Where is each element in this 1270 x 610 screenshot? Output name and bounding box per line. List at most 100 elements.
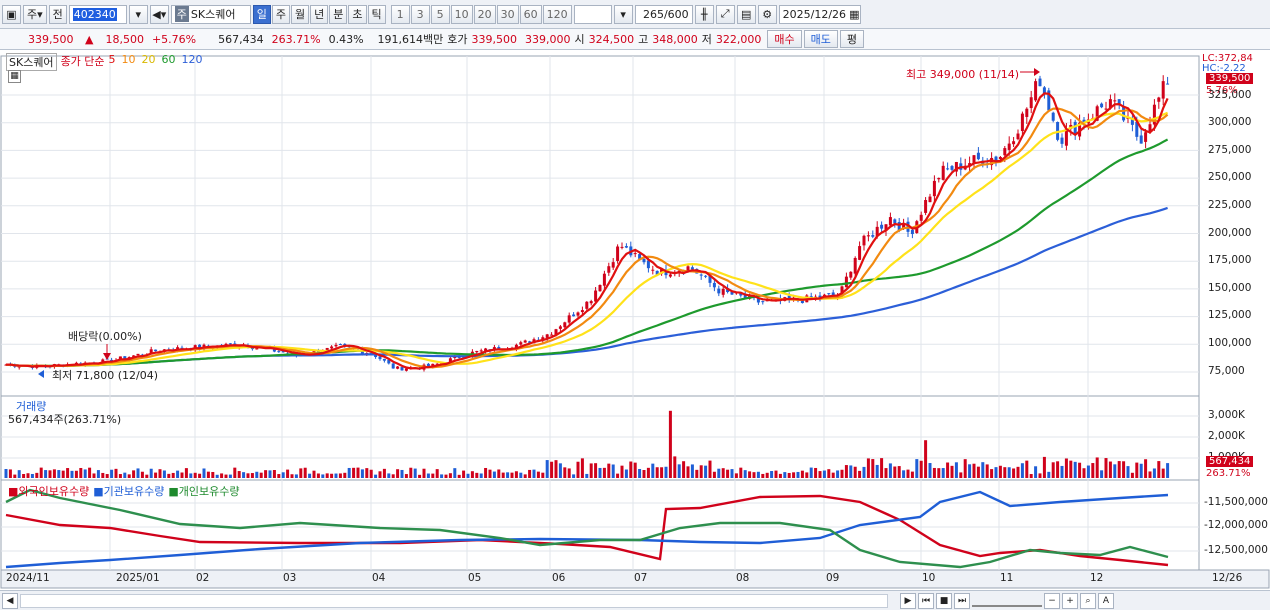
period-tab-5[interactable]: 초 (348, 4, 367, 24)
stock-name-field[interactable]: 주 SK스퀘어 (170, 4, 251, 24)
gear-icon[interactable]: ⚙ (757, 4, 777, 24)
candle-body (382, 358, 386, 361)
search-icon[interactable]: ⌕ (1080, 592, 1096, 609)
volume-bar (440, 474, 444, 478)
code-dropdown-icon[interactable]: ▾ (128, 4, 148, 24)
draw-icon[interactable]: ⤢ (715, 4, 735, 24)
volume-bar (915, 459, 919, 478)
scroll-left-icon[interactable]: ◀ (2, 592, 18, 609)
stock-code-input[interactable]: 402340 (68, 4, 127, 24)
scroll-track[interactable] (20, 593, 888, 608)
volume-bar (620, 465, 624, 478)
candle-body (950, 166, 954, 170)
candle-body (325, 347, 329, 352)
volume-value-label: 567,434주(263.71%) (8, 413, 122, 426)
candle-body (484, 348, 488, 352)
volume-bar (1056, 461, 1060, 478)
volume-bar (932, 467, 936, 478)
period-tab-2[interactable]: 월 (291, 4, 310, 24)
rewind-icon[interactable]: ⏮ (918, 592, 934, 609)
volume-bar (250, 473, 254, 478)
bid-label: 호가 (447, 33, 468, 46)
sell-button[interactable]: 매도 (803, 30, 838, 48)
candle-body (602, 273, 606, 286)
interval-1[interactable]: 1 (390, 4, 410, 24)
volume-bar (783, 472, 787, 478)
volume-bar (448, 473, 452, 478)
price-change: 18,500 (105, 32, 144, 46)
period-tab-1[interactable]: 주 (271, 4, 291, 24)
count-field[interactable]: 265/600 (634, 4, 693, 24)
buy-button[interactable]: 매수 (767, 30, 802, 48)
volume-bar (1047, 471, 1051, 478)
candle-body (198, 344, 202, 349)
volume-bar (532, 469, 536, 478)
interval-10[interactable]: 10 (450, 4, 473, 24)
prev-button[interactable]: 전 (48, 4, 67, 24)
period-tab-3[interactable]: 년 (310, 4, 329, 24)
volume-bar (1108, 461, 1112, 478)
interval-20[interactable]: 20 (473, 4, 496, 24)
interval-5[interactable]: 5 (430, 4, 450, 24)
forward-icon[interactable]: ⏭ (954, 592, 970, 609)
zoom-in-icon[interactable]: + (1062, 592, 1078, 609)
volume-bar (668, 410, 672, 478)
candle-body (937, 177, 941, 180)
candle-body (1034, 81, 1038, 101)
volume-bar (101, 472, 105, 478)
volume-bar (976, 466, 980, 478)
volume-bar (1012, 468, 1016, 478)
interval-3[interactable]: 3 (410, 4, 430, 24)
zoom-out-icon[interactable]: − (1044, 592, 1060, 609)
candle-icon[interactable]: ╫ (694, 4, 714, 24)
interval-120[interactable]: 120 (542, 4, 572, 24)
chart-area[interactable]: SK스퀘어 종가 단순 5 10 20 60 120 ▦ 최고 349,000 (11/… (0, 50, 1270, 590)
market-select[interactable]: 주 ▾ (23, 4, 47, 24)
volume-bar (453, 468, 457, 478)
volume-bar (140, 471, 144, 478)
volume-bar (541, 472, 545, 478)
volume-bar (61, 470, 65, 478)
date-tick: 02 (196, 572, 210, 584)
interval-60[interactable]: 60 (519, 4, 542, 24)
volume-bar (1091, 463, 1095, 478)
play-icon[interactable]: ▶ (900, 592, 916, 609)
ma10-line (6, 107, 1169, 369)
volume-bar (149, 468, 153, 478)
speed-slider[interactable] (972, 593, 1042, 607)
table-icon[interactable]: ▦ (8, 70, 21, 83)
period-tab-0[interactable]: 일 (252, 4, 271, 24)
open-price: 324,500 (588, 32, 635, 46)
sound-icon[interactable]: ◀▾ (149, 4, 169, 24)
stop-icon[interactable]: ■ (936, 592, 952, 609)
candle-body (519, 342, 523, 345)
layout-icon[interactable]: ▣ (2, 4, 21, 24)
volume-bar (1095, 457, 1099, 478)
volume-bar (633, 462, 637, 478)
legend-foreign: ■외국인보유수량 (8, 485, 90, 498)
interval-dropdown-icon[interactable]: ▾ (613, 4, 633, 24)
font-size-icon[interactable]: A (1098, 592, 1114, 609)
save-icon[interactable]: ▤ (736, 4, 756, 24)
candle-body (761, 301, 765, 303)
volume-bar (352, 467, 356, 478)
volume-bar (105, 474, 109, 478)
calendar-icon[interactable]: ▦ (849, 7, 860, 21)
period-tab-4[interactable]: 분 (329, 4, 348, 24)
period-tab-6[interactable]: 틱 (367, 4, 386, 24)
volume-bar (968, 464, 972, 478)
avg-button[interactable]: 평 (839, 30, 865, 48)
interval-input[interactable] (573, 4, 612, 24)
volume-bar (202, 468, 206, 478)
candle-body (17, 366, 21, 368)
candle-body (840, 286, 844, 295)
volume-bar (484, 467, 488, 478)
candle-body (334, 344, 338, 347)
candle-body (550, 334, 554, 336)
ma5-line (6, 92, 1169, 370)
volume-bar (950, 465, 954, 478)
date-field[interactable]: 2025/12/26 ▦ (778, 4, 861, 24)
volume-bar (4, 469, 8, 478)
volume-bar (717, 468, 721, 478)
interval-30[interactable]: 30 (496, 4, 519, 24)
